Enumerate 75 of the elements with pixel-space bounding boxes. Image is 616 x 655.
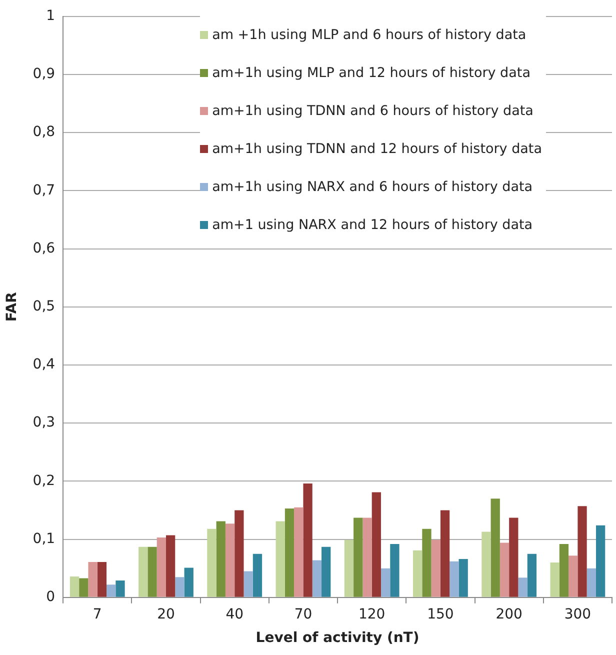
bar: [596, 525, 606, 597]
y-tick-label: 1: [46, 8, 56, 24]
x-tick-label: 120: [358, 606, 386, 622]
bar: [390, 544, 400, 597]
bar: [175, 577, 184, 597]
bar: [79, 578, 88, 597]
bar: [380, 568, 390, 597]
bar: [568, 556, 578, 597]
bar: [450, 561, 459, 597]
bar: [166, 535, 176, 597]
bar: [303, 484, 312, 597]
bar: [294, 507, 304, 597]
bar: [550, 562, 560, 597]
bar: [156, 538, 166, 597]
bar: [509, 518, 518, 597]
y-tick-label: 0: [46, 589, 56, 606]
y-tick-label: 0,5: [32, 298, 56, 315]
bar: [422, 528, 432, 597]
bar: [586, 568, 596, 597]
bar: [184, 568, 194, 597]
bar: [207, 528, 216, 597]
bar: [148, 546, 157, 597]
x-axis-title: Level of activity (nT): [256, 630, 420, 646]
legend-label: am +1h using MLP and 6 hours of history data: [212, 27, 526, 43]
bar: [354, 518, 363, 597]
bar: [527, 554, 537, 597]
bar: [482, 532, 491, 597]
bar: [490, 498, 500, 597]
x-tick-label: 200: [496, 606, 522, 622]
bar: [312, 560, 322, 597]
y-tick-label: 0,6: [32, 240, 56, 256]
bar: [372, 492, 381, 597]
y-tick-label: 0,3: [32, 414, 56, 431]
bar: [413, 550, 422, 597]
y-tick-label: 0,1: [32, 530, 56, 547]
bar: [252, 554, 262, 597]
bar: [284, 508, 294, 597]
bar: [216, 521, 226, 597]
bar: [440, 510, 450, 597]
x-tick-label: 150: [427, 606, 454, 622]
bar: [70, 576, 80, 597]
bar: [500, 542, 510, 597]
x-tick-label: 300: [564, 606, 592, 622]
x-tick-label: 40: [226, 606, 244, 622]
legend-label: am+1h using MLP and 12 hours of history data: [212, 65, 530, 81]
bar: [244, 571, 253, 597]
bar: [559, 544, 569, 597]
x-tick-label: 70: [294, 606, 312, 622]
legend-label: am+1 using NARX and 12 hours of history data: [212, 217, 533, 233]
y-tick-label: 0,9: [32, 66, 56, 82]
bar: [362, 518, 372, 597]
bar: [116, 580, 125, 597]
bar: [344, 540, 354, 597]
bar: [458, 559, 468, 597]
legend-label: am+1h using TDNN and 12 hours of history data: [212, 141, 542, 157]
legend-label: am+1h using TDNN and 6 hours of history data: [212, 103, 534, 119]
y-tick-label: 0,4: [32, 356, 56, 373]
y-axis-title: FAR: [4, 292, 20, 322]
y-tick-label: 0,8: [32, 124, 56, 140]
bar: [518, 578, 528, 597]
bar: [225, 524, 235, 597]
bar: [234, 510, 244, 597]
y-tick-label: 0,2: [32, 472, 56, 489]
bar: [88, 562, 98, 597]
bar: [578, 506, 587, 597]
legend-label: am+1h using NARX and 6 hours of history data: [212, 179, 533, 195]
bar: [97, 562, 107, 597]
bar: [106, 584, 116, 597]
x-tick-label: 20: [157, 606, 175, 622]
bar: [322, 546, 331, 597]
bar: [138, 546, 148, 597]
bar: [276, 521, 285, 597]
bar: [431, 540, 440, 597]
y-tick-label: 0,7: [32, 182, 56, 198]
x-tick-label: 7: [92, 606, 102, 622]
